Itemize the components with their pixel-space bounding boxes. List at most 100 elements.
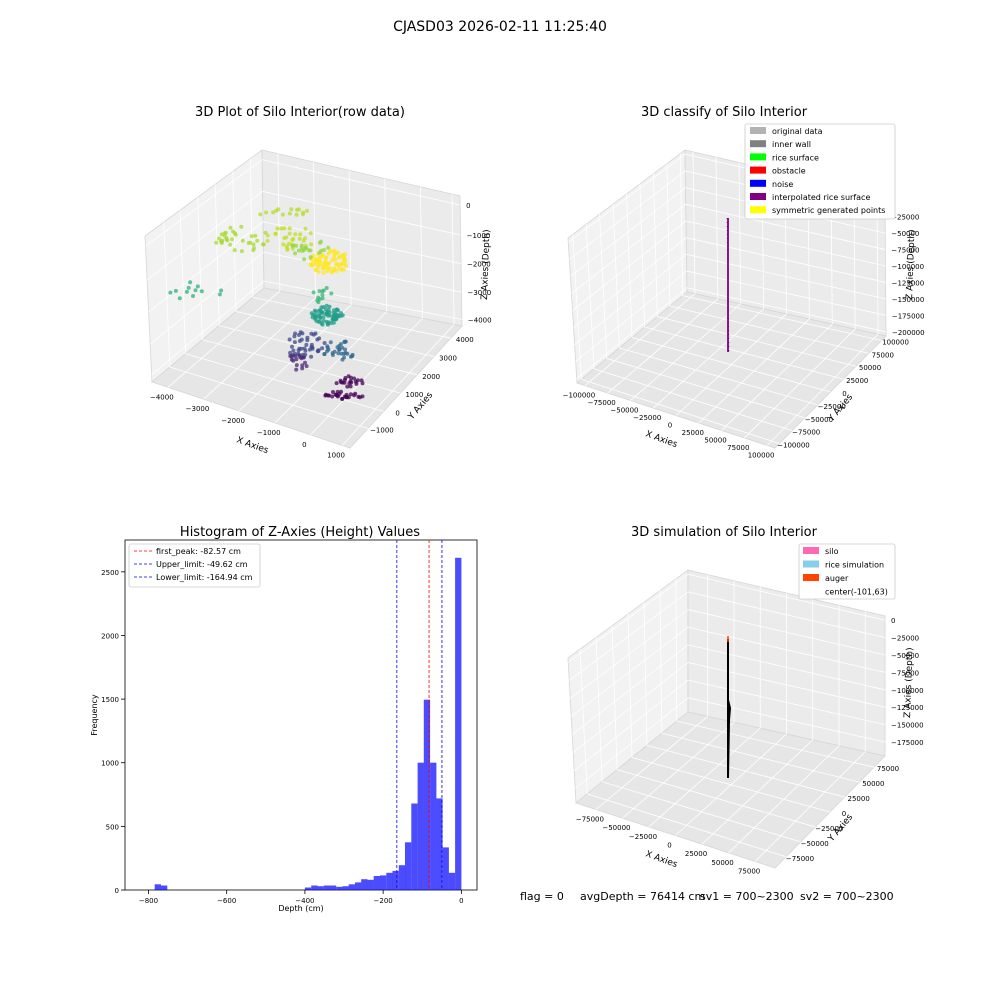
raw-3d-point — [224, 237, 229, 242]
raw-3d-point — [334, 316, 339, 321]
raw-3d-point — [300, 363, 305, 368]
raw-3d-point — [168, 290, 173, 295]
raw-3d-point — [308, 255, 313, 260]
raw-3d-point — [294, 363, 299, 368]
raw-3d-point — [265, 239, 270, 243]
simulation-3d-z-tick-label: −175000 — [891, 739, 924, 747]
histogram-bar — [161, 885, 168, 890]
histogram-title: Histogram of Z-Axies (Height) Values — [180, 525, 420, 540]
raw-3d-point — [287, 226, 292, 231]
raw-3d-point — [184, 289, 189, 294]
classify-legend-label: interpolated rice surface — [772, 193, 870, 202]
raw-3d-point — [301, 238, 306, 243]
raw-3d-point — [199, 289, 204, 294]
raw-3d-point — [321, 270, 326, 275]
raw-3d-point — [258, 212, 263, 217]
raw-3d-x-tick-label: −1000 — [257, 429, 281, 437]
classify-3d-x-tick-label: 0 — [668, 422, 672, 430]
simulation-3d-panes — [567, 569, 886, 869]
classify-3d-z-tick-label: −75000 — [891, 247, 919, 255]
classify-3d-x-tick-label: 75000 — [727, 444, 749, 452]
raw-3d-point — [331, 390, 335, 394]
raw-3d-point — [359, 378, 364, 383]
histogram-bar — [317, 886, 324, 890]
raw-3d-point — [328, 248, 333, 253]
raw-3d-point — [334, 392, 339, 397]
histogram-x-tick-label: −600 — [217, 897, 236, 905]
raw-3d-point — [276, 207, 281, 212]
raw-3d-point — [324, 392, 328, 397]
histogram-y-tick-label: 2000 — [101, 632, 119, 640]
raw-3d-point — [293, 354, 298, 359]
raw-3d-point — [310, 346, 315, 351]
histogram-bar — [455, 557, 462, 890]
raw-3d-point — [348, 392, 353, 397]
raw-3d-point — [330, 269, 334, 274]
raw-3d-point — [324, 311, 329, 316]
raw-3d-point — [300, 366, 305, 371]
raw-3d-point — [275, 226, 280, 231]
panel-simulation-3d: 3D simulation of Silo Interior −75000−50… — [567, 525, 924, 876]
raw-3d-point — [219, 288, 224, 293]
histogram-bar — [355, 882, 362, 890]
simulation-3d-x-tick-label: −75000 — [576, 816, 604, 824]
raw-3d-point — [290, 344, 294, 349]
raw-3d-point — [316, 264, 321, 269]
raw-3d-point — [324, 319, 329, 324]
raw-3d-point — [282, 226, 287, 231]
raw-3d-point — [291, 236, 296, 241]
simulation-3d-z-tick-label: −125000 — [891, 704, 924, 712]
raw-3d-point — [230, 237, 234, 242]
simulation-3d-x-tick-label: 25000 — [685, 850, 707, 858]
raw-3d-point — [308, 231, 313, 236]
classify-3d-zlabel: Z Axies (Depth) — [905, 229, 917, 300]
classify-3d-y-tick-label: −50000 — [805, 416, 833, 424]
raw-3d-point — [349, 375, 353, 380]
classify-3d-z-tick-label: −50000 — [891, 230, 919, 238]
raw-3d-point — [318, 255, 323, 260]
histogram-x-tick-label: −200 — [374, 897, 393, 905]
classify-3d-y-tick-label: −25000 — [818, 403, 846, 411]
raw-3d-point — [281, 242, 286, 247]
classify-legend-label: obstacle — [772, 167, 806, 176]
raw-3d-point — [334, 381, 339, 386]
raw-3d-point — [318, 308, 323, 313]
raw-3d-point — [246, 241, 251, 245]
histogram-bar — [336, 886, 343, 890]
classify-legend-swatch — [750, 206, 766, 214]
classify-legend-label: inner wall — [772, 140, 811, 149]
raw-3d-point — [340, 396, 345, 401]
raw-3d-point — [313, 262, 318, 267]
classify-legend-swatch — [750, 193, 766, 200]
histogram-bar — [448, 872, 456, 890]
simulation-legend-label: silo — [825, 547, 839, 556]
raw-3d-point — [325, 269, 330, 274]
raw-3d-point — [249, 234, 254, 239]
raw-3d-point — [321, 315, 326, 320]
raw-3d-point — [186, 285, 191, 290]
raw-3d-y-tick-label: −1000 — [370, 426, 394, 434]
raw-3d-point — [326, 245, 331, 250]
figure-suptitle: CJASD03 2026-02-11 11:25:40 — [393, 19, 607, 35]
simulation-legend-label: rice simulation — [825, 561, 884, 570]
simulation-3d-surface — [727, 636, 731, 778]
raw-3d-point — [217, 292, 222, 297]
panel-histogram: Histogram of Z-Axies (Height) Values −80… — [90, 525, 478, 913]
raw-3d-point — [280, 212, 285, 217]
raw-3d-point — [337, 347, 342, 352]
raw-3d-point — [228, 225, 233, 230]
raw-3d-point — [330, 258, 334, 263]
raw-3d-z-tick-label: −2000 — [467, 261, 491, 269]
raw-3d-z-tick-label: −4000 — [468, 317, 492, 325]
histogram-x-tick-label: 0 — [459, 897, 463, 905]
simulation-3d-y-tick-label: −50000 — [801, 840, 829, 848]
simulation-legend-swatch — [803, 574, 819, 581]
classify-3d-y-tick-label: 50000 — [859, 364, 881, 372]
raw-3d-point — [284, 244, 289, 249]
raw-3d-point — [331, 317, 336, 322]
histogram-bar — [311, 885, 318, 890]
raw-3d-point — [336, 314, 341, 319]
simulation-legend-swatch — [803, 560, 819, 568]
classify-3d-z-tick-label: −100000 — [892, 263, 925, 271]
histogram-bars — [154, 557, 462, 890]
